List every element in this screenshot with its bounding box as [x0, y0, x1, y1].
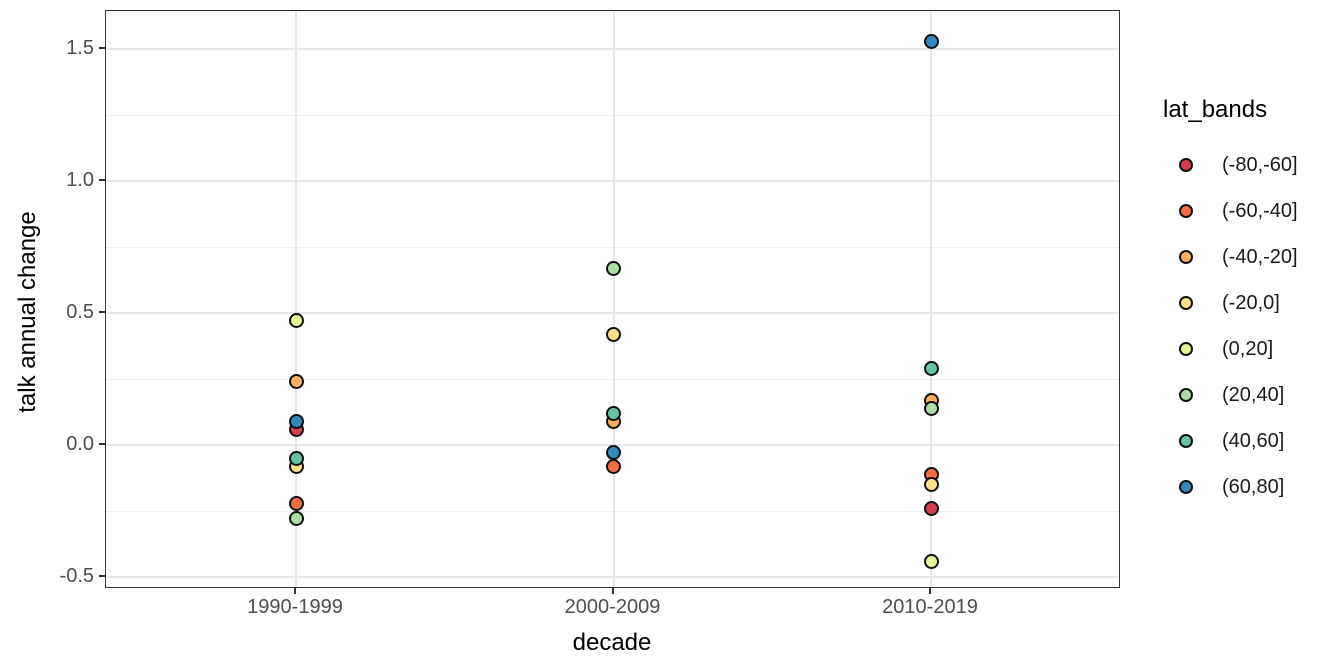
data-point [923, 33, 939, 49]
y-tick-label: 0.0 [66, 433, 94, 455]
y-tick-label: -0.5 [59, 565, 94, 587]
legend-label: (-80,-60] [1222, 153, 1298, 176]
legend-item: (40,60] [1163, 426, 1338, 456]
y-tick-mark [99, 179, 105, 181]
data-point [923, 477, 939, 493]
legend-item: (60,80] [1163, 472, 1338, 502]
legend-key-icon [1179, 250, 1193, 264]
legend-item: (0,20] [1163, 334, 1338, 364]
data-point [288, 511, 304, 527]
y-tick-label: 1.0 [66, 169, 94, 191]
data-point [606, 445, 621, 461]
x-tick-label: 2000-2009 [564, 596, 661, 618]
major-gridline-vertical [612, 11, 615, 587]
legend-item: (-60,-40] [1163, 196, 1338, 226]
x-tick-label: 1990-1999 [247, 596, 343, 618]
legend-item: (-40,-20] [1163, 242, 1338, 272]
legend-items: (-80,-60] (-60,-40] (-40,-20] (-20,0] (0,20]… [1163, 150, 1338, 502]
y-tick-label: 0.5 [66, 301, 94, 323]
legend-label: (-20,0] [1222, 291, 1280, 314]
x-tick-mark [294, 588, 296, 594]
data-point [606, 260, 621, 276]
data-point [606, 326, 621, 342]
legend-label: (-60,-40] [1222, 199, 1298, 222]
legend-label: (60,80] [1222, 475, 1285, 498]
legend-item: (20,40] [1163, 380, 1338, 410]
data-point [288, 450, 304, 466]
data-point [288, 495, 304, 511]
legend-key-icon [1179, 388, 1193, 402]
legend-key-icon [1179, 158, 1193, 172]
legend-title: lat_bands [1163, 96, 1268, 123]
y-tick-label: 1.5 [66, 37, 94, 59]
y-tick-mark [99, 575, 105, 577]
legend: lat_bands (-80,-60] (-60,-40] (-40,-20] (-2… [1163, 96, 1338, 518]
y-tick-mark [99, 443, 105, 445]
legend-label: (0,20] [1222, 337, 1274, 360]
data-point [923, 360, 939, 376]
data-point [923, 500, 939, 516]
legend-label: (-40,-20] [1222, 245, 1298, 268]
data-point [288, 313, 304, 329]
x-tick-mark [611, 588, 614, 594]
x-tick-mark [929, 588, 931, 594]
legend-item: (-20,0] [1163, 288, 1338, 318]
data-point [606, 405, 621, 421]
data-point [288, 413, 304, 429]
plot-panel [105, 10, 1120, 588]
x-tick-label: 2010-2019 [882, 596, 978, 618]
data-point [288, 374, 304, 390]
legend-key-icon [1179, 342, 1193, 356]
legend-label: (40,60] [1222, 429, 1285, 452]
legend-item: (-80,-60] [1163, 150, 1338, 180]
legend-key-icon [1179, 480, 1193, 494]
legend-key-icon [1179, 204, 1193, 218]
data-point [923, 553, 939, 569]
legend-label: (20,40] [1222, 383, 1285, 406]
data-point [606, 458, 621, 474]
y-tick-mark [99, 47, 105, 49]
x-axis-title: decade [572, 629, 652, 656]
y-tick-mark [99, 311, 105, 313]
major-gridline-vertical [930, 11, 932, 587]
major-gridline-vertical [295, 11, 297, 587]
legend-key-icon [1179, 434, 1193, 448]
legend-key-icon [1179, 296, 1193, 310]
data-point [923, 400, 939, 416]
